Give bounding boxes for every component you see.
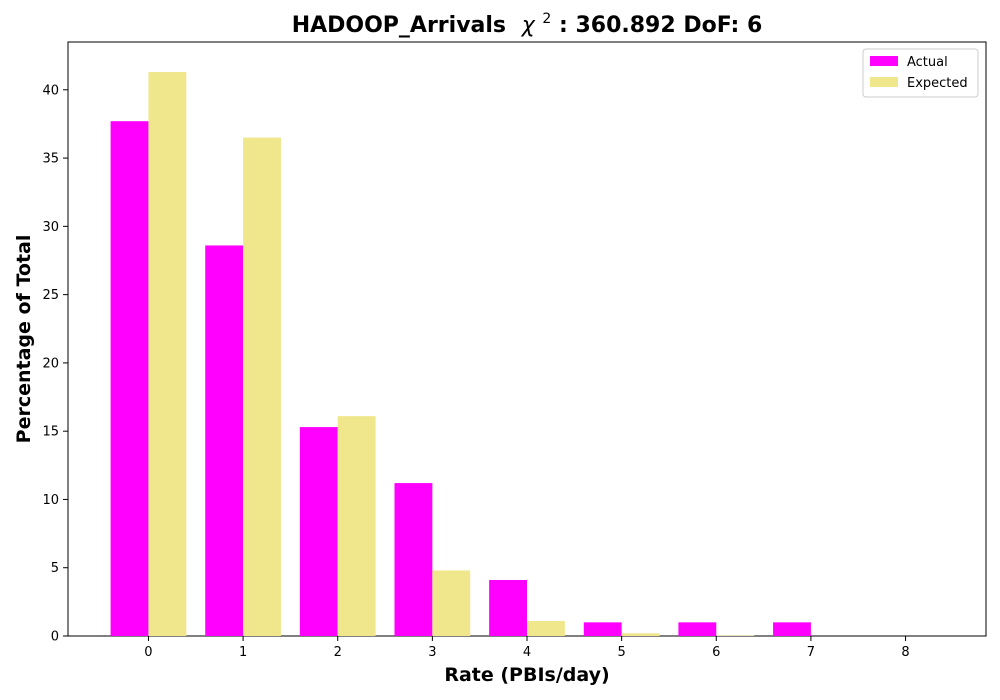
bar-actual-0 — [110, 121, 149, 636]
bar-actual-4 — [489, 580, 527, 636]
y-axis-ticks: 0 5 10 15 20 25 30 35 40 — [42, 83, 68, 645]
y-tick-label: 25 — [42, 288, 59, 303]
bar-expected-2 — [337, 416, 376, 636]
bar-actual-1 — [205, 245, 244, 636]
x-axis-ticks: 0 1 2 3 4 5 6 7 8 — [144, 636, 910, 660]
y-tick-label: 20 — [42, 356, 59, 371]
bars — [110, 72, 811, 636]
x-tick-label: 0 — [144, 645, 152, 660]
title-stat-symbol: χ — [521, 13, 536, 38]
bar-expected-1 — [243, 137, 281, 636]
legend-label-actual: Actual — [907, 55, 948, 70]
bar-actual-6 — [678, 622, 717, 636]
bar-expected-0 — [148, 72, 187, 636]
x-tick-label: 6 — [712, 645, 720, 660]
bar-expected-5 — [621, 633, 660, 636]
y-tick-label: 5 — [51, 561, 59, 576]
title-stat-exponent: 2 — [542, 11, 551, 27]
x-axis-label: Rate (PBIs/day) — [444, 664, 609, 686]
bar-actual-5 — [583, 622, 622, 636]
bar-actual-2 — [299, 427, 338, 636]
y-tick-label: 35 — [42, 152, 59, 167]
y-axis-label: Percentage of Total — [13, 235, 35, 444]
legend: Actual Expected — [862, 48, 979, 98]
title-text: HADOOP_Arrivals — [292, 13, 506, 38]
bar-actual-7 — [773, 622, 811, 636]
legend-swatch-actual — [870, 56, 898, 66]
y-tick-label: 0 — [51, 630, 59, 645]
y-tick-label: 30 — [42, 220, 59, 235]
x-tick-label: 1 — [239, 645, 247, 660]
y-tick-label: 40 — [42, 83, 59, 98]
legend-label-expected: Expected — [907, 76, 968, 91]
y-tick-label: 10 — [42, 493, 59, 508]
x-tick-label: 8 — [901, 645, 909, 660]
x-tick-label: 7 — [807, 645, 815, 660]
y-tick-label: 15 — [42, 425, 59, 440]
x-tick-label: 4 — [523, 645, 531, 660]
bar-actual-3 — [394, 483, 433, 636]
x-tick-label: 5 — [617, 645, 625, 660]
x-tick-label: 2 — [334, 645, 342, 660]
legend-swatch-expected — [870, 77, 898, 87]
bar-expected-4 — [527, 620, 565, 636]
title-stat-value: : 360.892 DoF: 6 — [559, 13, 762, 38]
x-tick-label: 3 — [428, 645, 436, 660]
bar-expected-3 — [432, 570, 471, 636]
chart-title: HADOOP_Arrivals χ 2 : 360.892 DoF: 6 — [292, 4, 763, 38]
